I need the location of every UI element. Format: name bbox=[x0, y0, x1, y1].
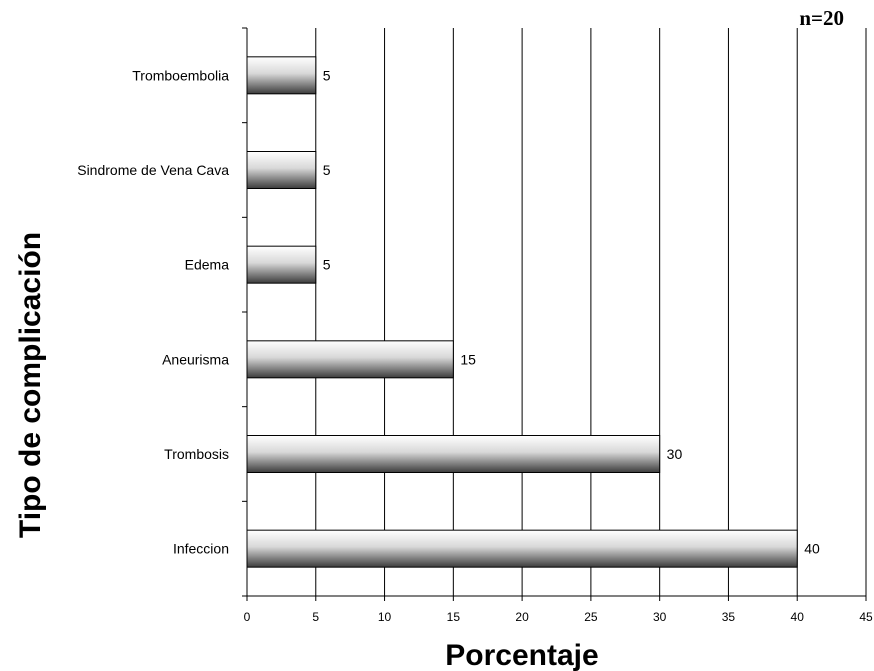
data-label-2: 5 bbox=[323, 257, 331, 273]
labels: 0 5 10 15 20 25 30 35 40 45 Tromboembolia 5 Sindrome… bbox=[77, 67, 873, 624]
bar-trombosis bbox=[246, 435, 661, 473]
category-label-3: Aneurisma bbox=[162, 351, 229, 367]
x-tick-label-20: 20 bbox=[515, 610, 529, 624]
data-label-5: 40 bbox=[804, 541, 820, 557]
bar-aneurisma bbox=[246, 340, 454, 379]
bar-sindrome-de-vena-cava bbox=[246, 151, 317, 189]
x-tick-label-10: 10 bbox=[378, 610, 392, 624]
gridlines bbox=[315, 28, 867, 596]
x-tick-label-25: 25 bbox=[584, 610, 598, 624]
data-label-4: 30 bbox=[667, 446, 683, 462]
x-tick-label-45: 45 bbox=[859, 610, 873, 624]
x-tick-label-5: 5 bbox=[312, 610, 319, 624]
x-tick-label-30: 30 bbox=[653, 610, 667, 624]
x-tick-label-0: 0 bbox=[244, 610, 251, 624]
category-label-2: Edema bbox=[185, 257, 230, 273]
axes bbox=[242, 27, 867, 601]
x-tick-label-40: 40 bbox=[791, 610, 805, 624]
category-label-5: Infeccion bbox=[173, 541, 229, 557]
data-label-0: 5 bbox=[323, 67, 331, 83]
category-label-1: Sindrome de Vena Cava bbox=[77, 162, 229, 178]
bar-tromboembolia bbox=[246, 56, 317, 95]
y-axis-title: Tipo de complicación bbox=[14, 232, 47, 538]
x-tick-label-15: 15 bbox=[447, 610, 461, 624]
bar-infeccion bbox=[246, 529, 798, 568]
x-axis-title: Porcentaje bbox=[445, 639, 598, 671]
category-label-0: Tromboembolia bbox=[132, 67, 229, 83]
data-label-3: 15 bbox=[460, 351, 476, 367]
category-label-4: Trombosis bbox=[164, 446, 229, 462]
x-tick-label-35: 35 bbox=[722, 610, 736, 624]
sample-size-note: n=20 bbox=[799, 6, 844, 30]
bars bbox=[246, 56, 798, 568]
bar-edema bbox=[246, 245, 317, 284]
data-label-1: 5 bbox=[323, 162, 331, 178]
